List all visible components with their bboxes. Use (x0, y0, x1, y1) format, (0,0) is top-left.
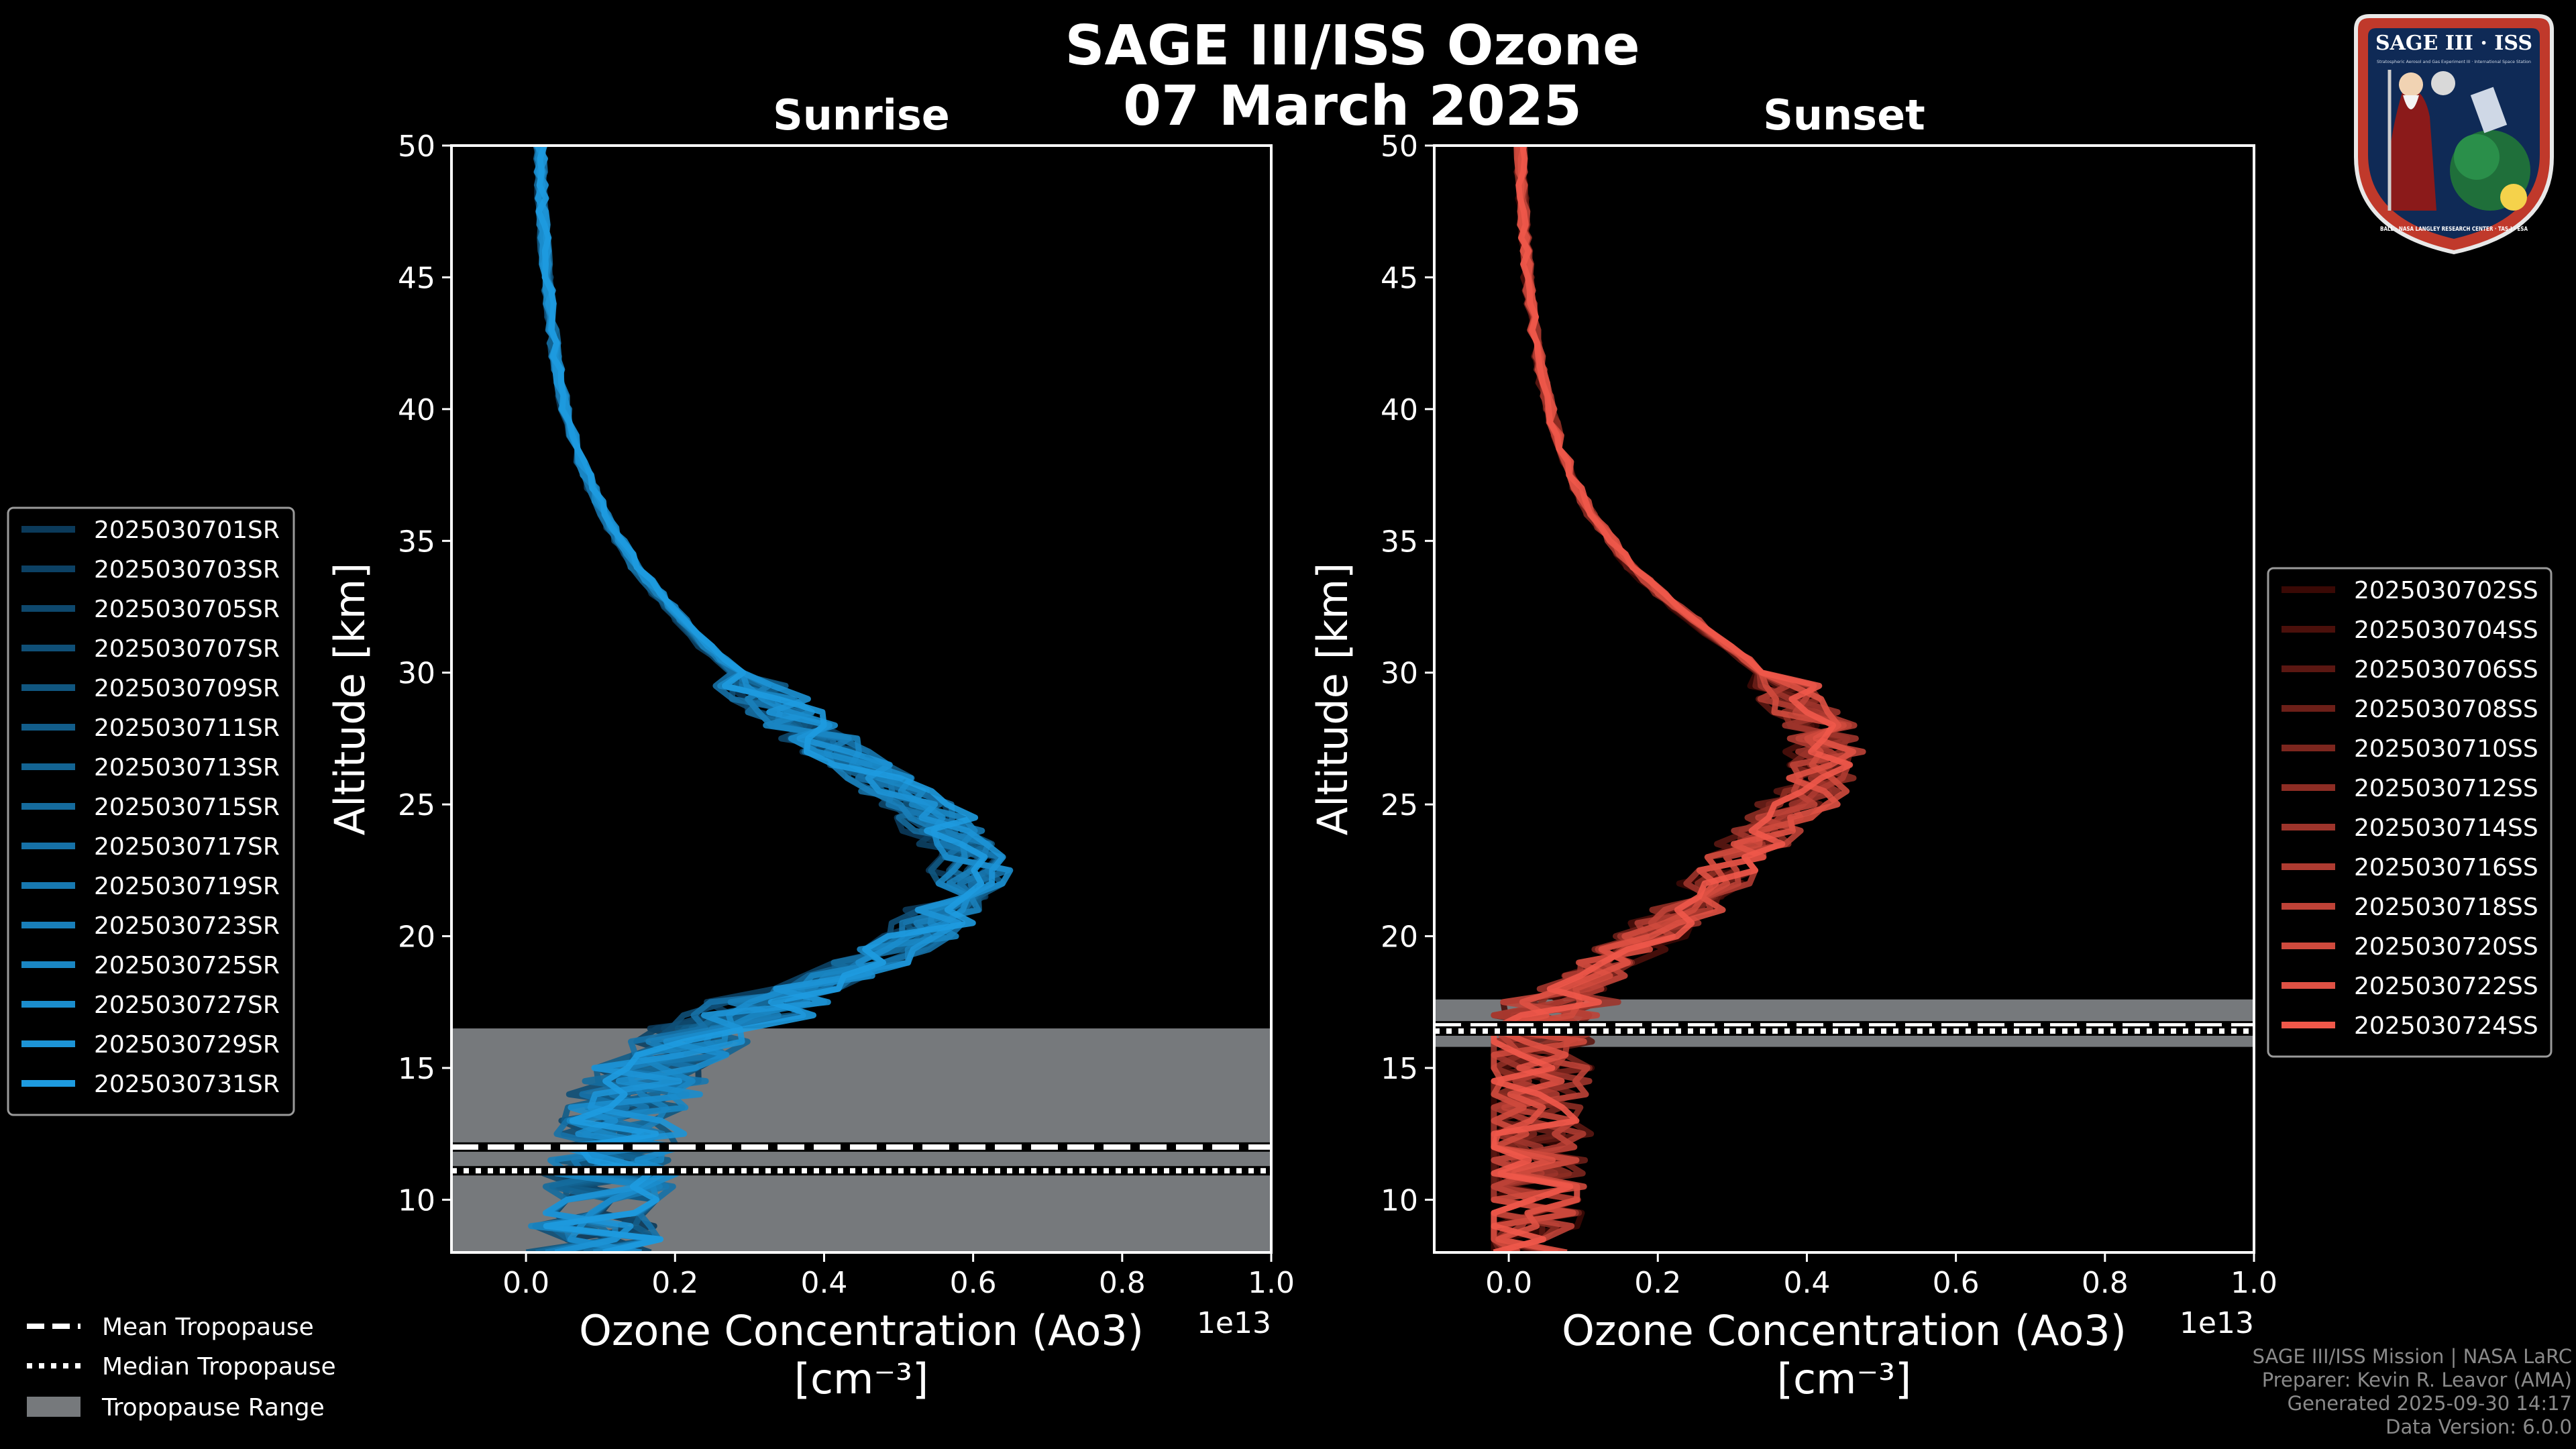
sunrise-ytick-label: 25 (398, 788, 435, 822)
sunset-xtick-label: 0.8 (2082, 1266, 2129, 1300)
figure-footer: SAGE III/ISS Mission | NASA LaRC Prepare… (2253, 1345, 2572, 1439)
sunrise-xtick-label: 0.4 (800, 1266, 847, 1300)
sunset-xtick-label: 0.4 (1783, 1266, 1830, 1300)
sunset-yaxis-label: Altitude [km] (1308, 563, 1357, 836)
sunset-legend-box (2267, 567, 2553, 1058)
sunset-profile-2025030724SS (1491, 146, 1854, 1252)
sunset-ytick-label: 50 (1381, 129, 1418, 164)
tropopause-legend: Mean Tropopause Median Tropopause Tropop… (27, 1313, 336, 1421)
sunrise-ytick-label: 45 (398, 261, 435, 295)
sunset-legend-label: 2025030706SS (2354, 656, 2538, 684)
sunset-ytick-label: 15 (1381, 1052, 1418, 1086)
sunset-ytick-label: 35 (1381, 525, 1418, 559)
sunset-panel: 0.0 0.2 0.4 0.6 0.8 1.0 10 15 20 25 30 35 40 45 50 1e13… (1308, 91, 2277, 1403)
sunset-ytick-label: 45 (1381, 261, 1418, 295)
sunset-legend-label: 2025030720SS (2354, 933, 2538, 961)
sunrise-plot-area (451, 146, 1271, 1252)
sunrise-ytick-label: 50 (398, 129, 435, 164)
sunset-legend-label: 2025030714SS (2354, 814, 2538, 842)
sunrise-legend-label: 2025030725SR (94, 952, 280, 979)
sunset-xtick-label: 1.0 (2231, 1266, 2277, 1300)
sunset-ytick-label: 10 (1381, 1183, 1418, 1218)
sunrise-legend-label: 2025030711SR (94, 714, 280, 742)
sunrise-axes-frame (450, 144, 1273, 1254)
sunrise-legend-label: 2025030707SR (94, 635, 280, 663)
tropopause-range-label: Tropopause Range (101, 1394, 325, 1421)
sunset-axes-frame (1433, 144, 2255, 1254)
sunrise-xaxis-units: [cm⁻³] (794, 1354, 928, 1403)
sunrise-x-offset-label: 1e13 (1197, 1306, 1271, 1340)
sunrise-legend-label: 2025030719SR (94, 873, 280, 900)
sunrise-profile-2025030731SR (535, 146, 988, 1252)
sunrise-legend-label: 2025030723SR (94, 912, 280, 940)
sunset-ytick-label: 20 (1381, 920, 1418, 955)
sunrise-xtick-label: 1.0 (1248, 1266, 1295, 1300)
sunrise-ytick-label: 35 (398, 525, 435, 559)
logo-main-text: SAGE III · ISS (2375, 32, 2532, 55)
sunset-legend-label: 2025030718SS (2354, 894, 2538, 921)
sunrise-xtick-label: 0.0 (502, 1266, 549, 1300)
footer-mission: SAGE III/ISS Mission | NASA LaRC (2252, 1345, 2572, 1368)
sunset-xtick-label: 0.6 (1933, 1266, 1980, 1300)
sunrise-panel-title: Sunrise (773, 91, 950, 140)
sunrise-legend-label: 2025030701SR (94, 517, 280, 544)
sunrise-xtick-label: 0.8 (1099, 1266, 1146, 1300)
sunset-legend-label: 2025030702SS (2354, 577, 2538, 604)
sunrise-ytick-label: 20 (398, 920, 435, 955)
sunset-plot-area (1434, 146, 2254, 1252)
sunset-ytick-label: 30 (1381, 657, 1418, 691)
figure-title-line2: 07 March 2025 (1123, 74, 1582, 138)
sunrise-ytick-label: 40 (398, 393, 435, 427)
sunrise-xtick-label: 0.6 (950, 1266, 997, 1300)
logo-ring-text: BALL · NASA LANGLEY RESEARCH CENTER · TA… (2380, 226, 2528, 233)
sunset-xtick-label: 0.0 (1485, 1266, 1532, 1300)
sunrise-legend-label: 2025030705SR (94, 596, 280, 623)
sunrise-legend-label: 2025030731SR (94, 1071, 280, 1098)
sunrise-legend-label: 2025030715SR (94, 794, 280, 821)
sunset-legend: 2025030702SS 2025030704SS 2025030706SS 2025… (2267, 567, 2553, 1058)
sunset-x-offset-label: 1e13 (2180, 1306, 2254, 1340)
figure-title-line1: SAGE III/ISS Ozone (1065, 14, 1640, 78)
sunrise-legend-label: 2025030727SR (94, 991, 280, 1019)
footer-data-version: Data Version: 6.0.0 (2385, 1415, 2572, 1438)
sunset-legend-label: 2025030710SS (2354, 735, 2538, 763)
sunrise-ytick-label: 15 (398, 1052, 435, 1086)
sunrise-xtick-label: 0.2 (651, 1266, 698, 1300)
sunrise-legend-label: 2025030729SR (94, 1031, 280, 1059)
mean-tropopause-label: Mean Tropopause (102, 1313, 314, 1341)
tropopause-range-swatch (27, 1397, 80, 1417)
sunrise-ytick-label: 30 (398, 657, 435, 691)
sunset-legend-label: 2025030708SS (2354, 696, 2538, 723)
sunrise-legend-label: 2025030717SR (94, 833, 280, 861)
sunrise-legend: 2025030701SR 2025030703SR 2025030705SR 2025… (7, 506, 295, 1116)
sunset-legend-label: 2025030716SS (2354, 854, 2538, 881)
sunset-legend-label: 2025030724SS (2354, 1012, 2538, 1040)
sunrise-yaxis-label: Altitude [km] (325, 563, 374, 836)
sunrise-legend-label: 2025030713SR (94, 754, 280, 782)
sunset-legend-label: 2025030722SS (2354, 973, 2538, 1000)
sunset-ytick-label: 40 (1381, 393, 1418, 427)
sunset-legend-label: 2025030712SS (2354, 775, 2538, 802)
sunset-xaxis-units: [cm⁻³] (1777, 1354, 1911, 1403)
sage-iii-iss-mission-patch: SAGE III · ISS Stratospheric Aerosol and… (2354, 14, 2554, 255)
sunrise-legend-label: 2025030703SR (94, 556, 280, 584)
logo-sub-text: Stratospheric Aerosol and Gas Experiment… (2377, 60, 2531, 64)
sunrise-legend-label: 2025030709SR (94, 675, 280, 702)
footer-generated: Generated 2025-09-30 14:17 (2287, 1392, 2572, 1415)
sunrise-ytick-label: 10 (398, 1183, 435, 1218)
sunrise-panel: 0.0 0.2 0.4 0.6 0.8 1.0 10 15 20 25 30 35 40 45 50 1e13… (325, 91, 1295, 1403)
sunset-xaxis-label: Ozone Concentration (Ao3) (1562, 1306, 2127, 1355)
sunrise-xaxis-label: Ozone Concentration (Ao3) (579, 1306, 1144, 1355)
sunset-xtick-label: 0.2 (1634, 1266, 1681, 1300)
sunset-panel-title: Sunset (1763, 91, 1925, 140)
median-tropopause-label: Median Tropopause (102, 1353, 336, 1381)
sunset-legend-label: 2025030704SS (2354, 616, 2538, 644)
sunset-ytick-label: 25 (1381, 788, 1418, 822)
sunrise-legend-box (7, 506, 295, 1116)
footer-preparer: Preparer: Kevin R. Leavor (AMA) (2261, 1368, 2572, 1391)
